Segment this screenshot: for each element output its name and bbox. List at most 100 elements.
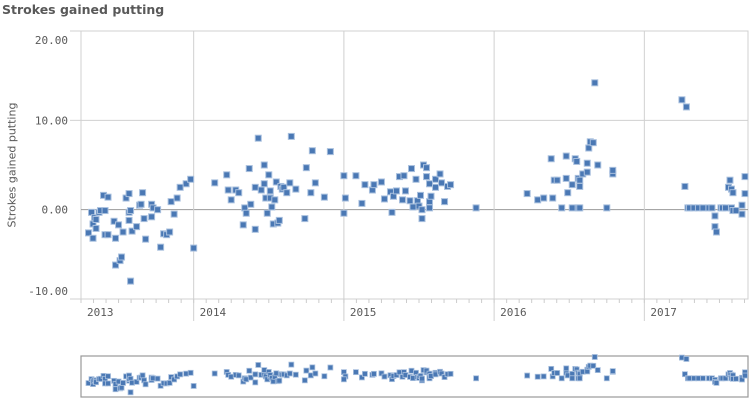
data-point [423, 173, 431, 181]
navigator-point [378, 370, 385, 377]
data-point [307, 189, 315, 197]
data-point [272, 178, 280, 186]
data-point [287, 132, 295, 140]
data-point [418, 206, 426, 214]
data-point [417, 191, 425, 199]
navigator-point [166, 379, 173, 386]
data-point [112, 234, 120, 242]
navigator-point [187, 369, 194, 376]
data-point [432, 183, 440, 191]
navigator-point [438, 370, 445, 377]
y-tick-label: 10.00 [35, 114, 68, 127]
data-point [738, 210, 746, 218]
data-point [239, 221, 247, 229]
data-point [407, 165, 415, 173]
data-point [729, 189, 737, 197]
data-point [361, 181, 369, 189]
data-point [148, 213, 156, 221]
range-navigator[interactable] [80, 354, 749, 398]
data-point [263, 209, 271, 217]
x-tick-label: 2016 [500, 306, 527, 319]
navigator-point [133, 378, 140, 385]
data-point [112, 261, 120, 269]
data-point [682, 103, 690, 111]
data-point [594, 161, 602, 169]
navigator-point [127, 389, 134, 396]
data-point [741, 190, 749, 198]
navigator-point [309, 364, 316, 371]
navigator-point [733, 375, 739, 382]
navigator-point [286, 370, 293, 377]
data-point [251, 183, 259, 191]
navigator-point [359, 374, 365, 381]
data-point [268, 203, 276, 211]
data-point [311, 179, 319, 187]
data-point [92, 215, 100, 223]
navigator-point [303, 367, 310, 374]
data-point [154, 206, 162, 214]
navigator-point [321, 373, 328, 380]
navigator-point [591, 354, 598, 360]
data-point [400, 172, 408, 180]
y-tick-label: 20.00 [35, 34, 68, 47]
data-point [260, 161, 268, 169]
data-point [603, 204, 611, 212]
data-point [591, 79, 599, 87]
y-axis: 20.00 10.00 0.00 -10.00 [28, 34, 68, 298]
chart-title: Strokes gained putting [2, 2, 165, 17]
data-point [257, 186, 265, 194]
data-point [104, 231, 112, 239]
navigator-point [603, 375, 610, 382]
navigator-point [312, 370, 319, 377]
navigator-point [381, 373, 388, 380]
data-points [85, 79, 749, 285]
data-point [472, 204, 480, 212]
data-point [85, 229, 93, 237]
navigator-point [558, 375, 565, 382]
navigator-point [327, 364, 334, 371]
data-point [242, 209, 250, 217]
data-point [187, 175, 195, 183]
data-point [398, 196, 406, 204]
x-tick-label: 2015 [350, 306, 377, 319]
navigator-point [139, 372, 146, 379]
data-point [388, 208, 396, 216]
data-point [441, 198, 449, 206]
grid [70, 30, 749, 321]
data-point [576, 182, 584, 190]
navigator-point [713, 379, 720, 386]
navigator-point [247, 374, 254, 381]
data-point [340, 172, 348, 180]
data-point [271, 196, 279, 204]
data-point [251, 225, 259, 233]
navigator-point [118, 384, 125, 391]
data-point [128, 227, 136, 235]
data-point [308, 147, 316, 155]
data-point [340, 209, 348, 217]
data-point [711, 212, 719, 220]
data-point [558, 204, 566, 212]
data-point [576, 176, 584, 184]
navigator-point [473, 375, 479, 382]
data-point [564, 189, 572, 197]
navigator-point [292, 371, 299, 378]
navigator-point [177, 371, 184, 378]
data-point [140, 215, 148, 223]
data-point [302, 164, 310, 172]
navigator-point [362, 370, 368, 377]
data-point [427, 192, 435, 200]
data-point [118, 253, 126, 261]
navigator-point [700, 375, 706, 382]
data-point [182, 180, 190, 188]
navigator-point [93, 379, 99, 386]
data-point [568, 204, 576, 212]
data-point [254, 134, 262, 142]
data-point [341, 194, 349, 202]
data-point [738, 201, 746, 209]
navigator-point [722, 375, 729, 382]
data-point [540, 194, 548, 202]
data-point [286, 179, 294, 187]
data-point [326, 148, 334, 156]
data-point [609, 166, 617, 174]
